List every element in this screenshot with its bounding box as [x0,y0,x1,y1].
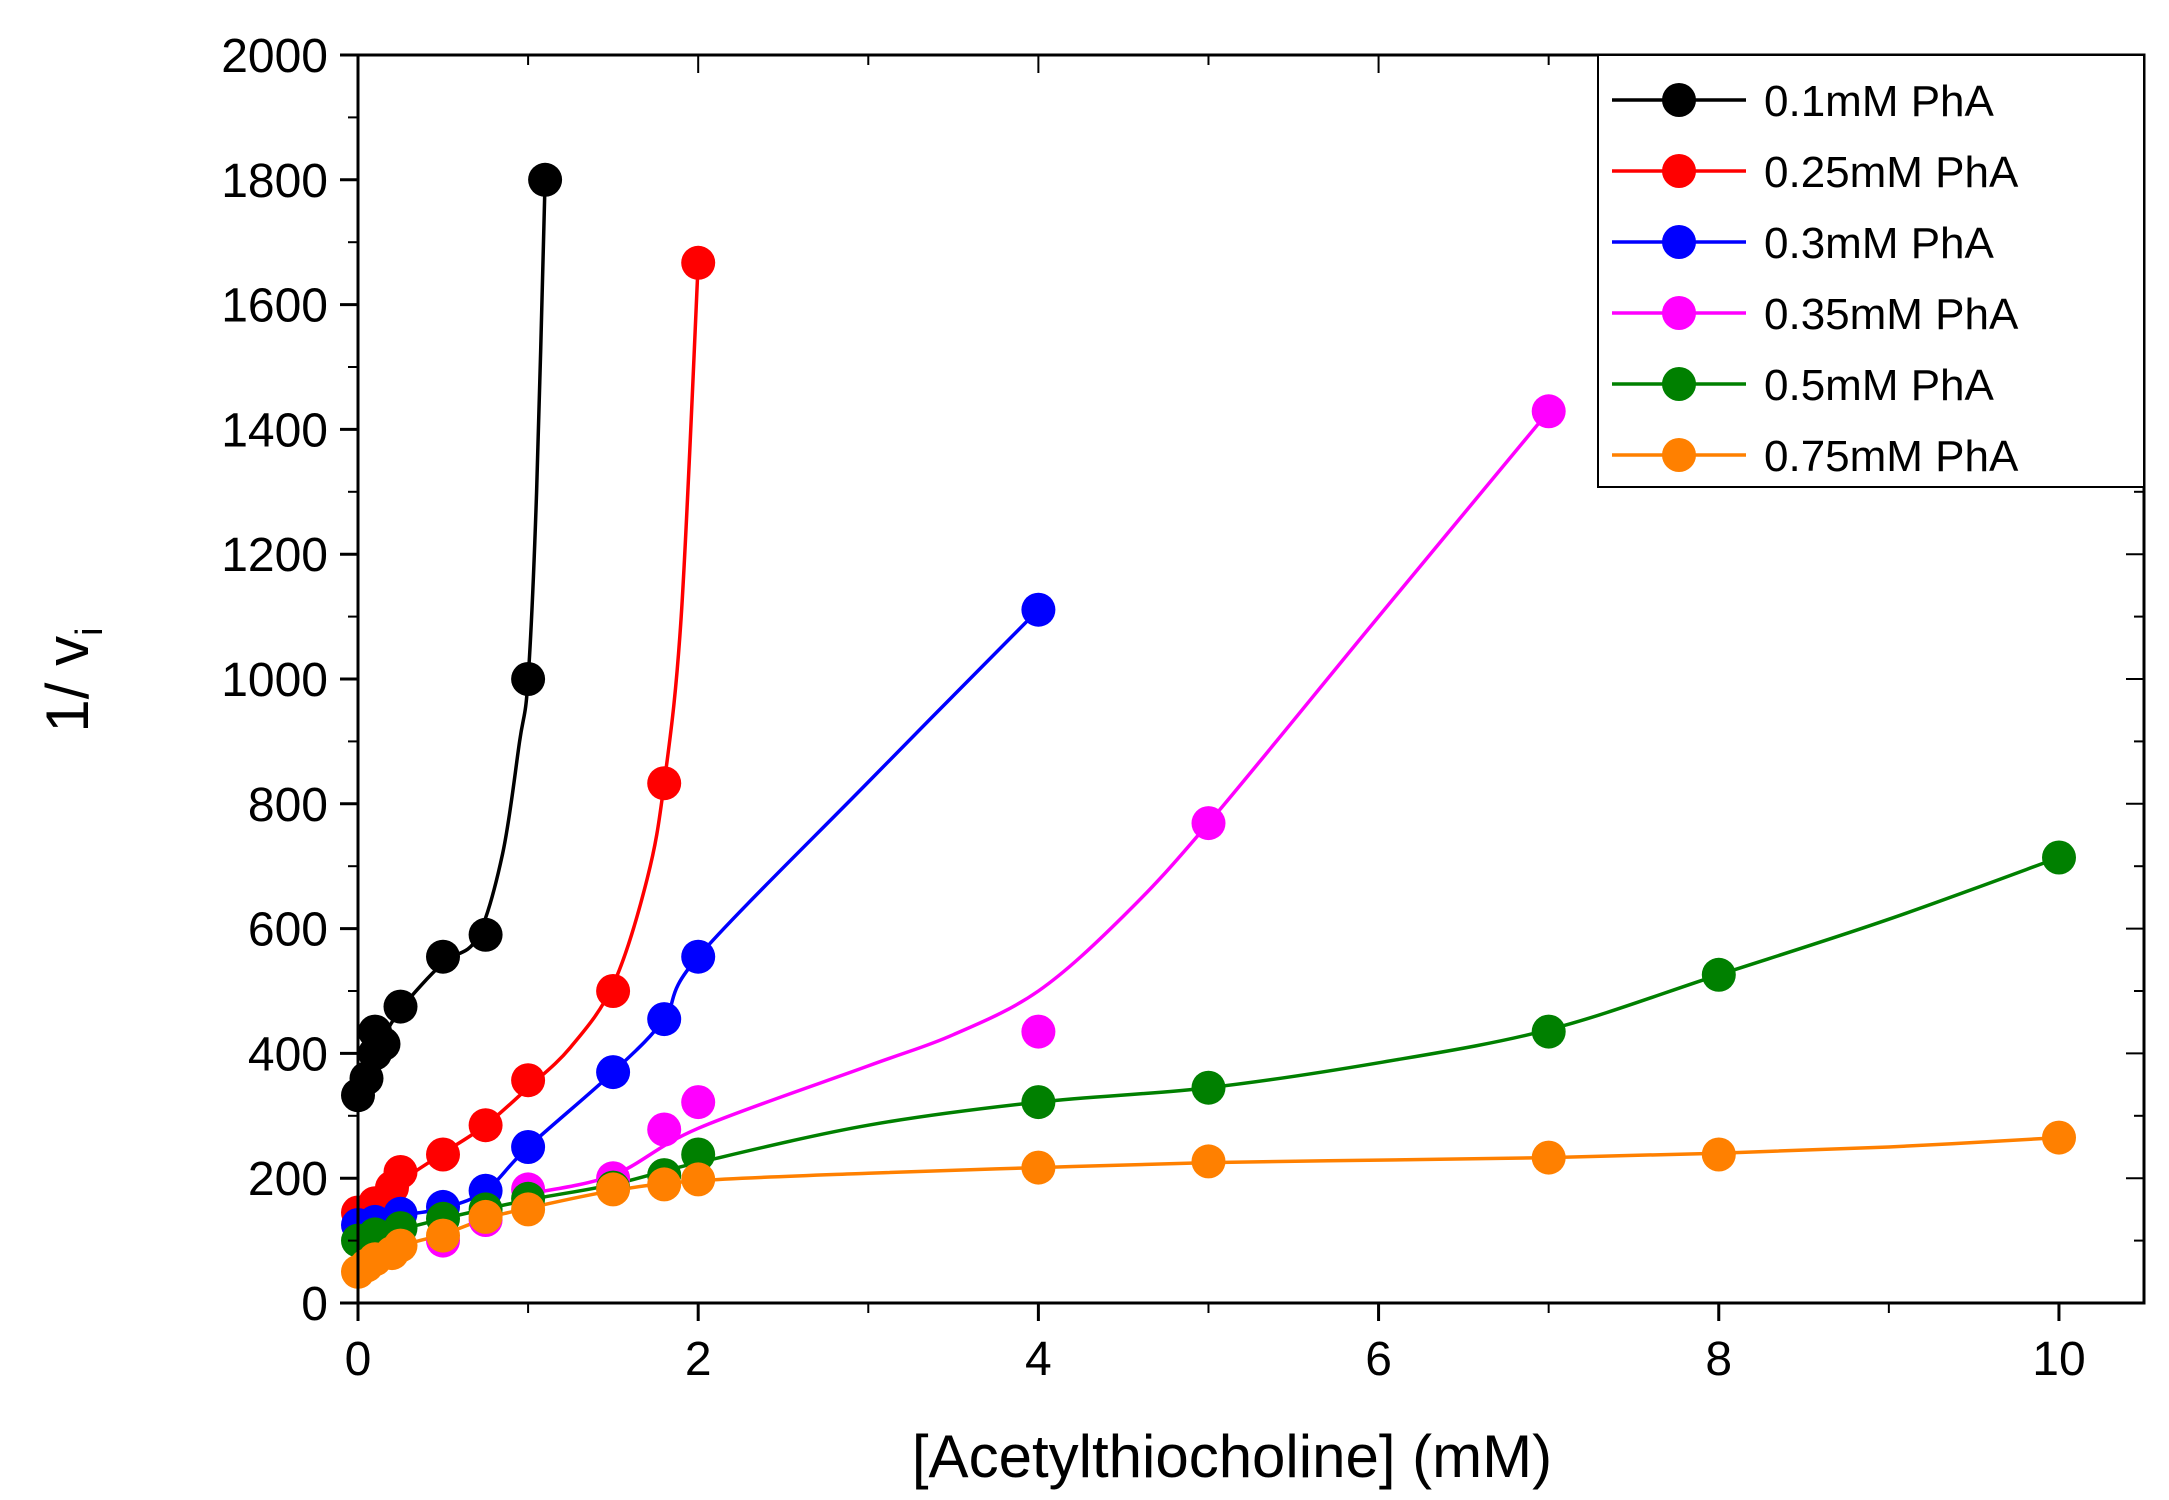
data-point-0-25mm-pha [596,974,631,1008]
data-point-0-75mm-pha [1701,1137,1736,1172]
data-point-0-3mm-pha [1021,592,1056,627]
y-axis-title-main: 1/ v [34,636,101,733]
legend-marker-0-35mm-pha [1662,296,1696,330]
data-point-0-25mm-pha [383,1155,418,1189]
legend-label-0-25mm-pha: 0.25mM PhA [1764,148,2019,197]
y-tick-label: 0 [301,1278,328,1331]
y-tick-label: 1200 [221,529,328,582]
data-point-0-35mm-pha [681,1085,716,1120]
x-tick-label: 2 [685,1333,712,1386]
data-point-0-1mm-pha [528,162,563,197]
data-point-0-35mm-pha [1531,394,1566,429]
data-point-0-5mm-pha [1021,1085,1056,1120]
y-tick-label: 1600 [221,280,328,333]
data-point-0-75mm-pha [511,1192,546,1227]
data-point-0-1mm-pha [366,1027,401,1061]
data-point-0-75mm-pha [2042,1120,2076,1155]
y-tick-label: 1400 [221,404,328,457]
data-point-0-5mm-pha [2042,840,2076,875]
data-point-0-3mm-pha [681,939,716,974]
x-axis-ticks: 0 2 4 6 8 10 [345,55,2086,1386]
data-point-0-35mm-pha [1021,1014,1056,1049]
y-axis-title-subscript: i [69,627,111,635]
y-axis-title: 1/ vi [34,627,111,732]
data-point-0-35mm-pha [647,1112,682,1147]
data-point-0-35mm-pha [1191,806,1226,841]
y-tick-label: 1800 [221,155,328,208]
legend-label-0-75mm-pha: 0.75mM PhA [1764,432,2019,481]
x-tick-label: 4 [1025,1333,1052,1386]
series-markers [341,162,2076,1289]
data-point-0-25mm-pha [511,1063,546,1098]
data-point-0-75mm-pha [647,1167,682,1202]
legend-label-0-35mm-pha: 0.35mM PhA [1764,290,2019,339]
data-point-0-3mm-pha [596,1055,631,1090]
data-point-0-5mm-pha [1531,1014,1566,1049]
data-point-0-5mm-pha [681,1137,716,1172]
data-point-0-25mm-pha [468,1108,503,1143]
y-tick-label: 200 [248,1153,328,1206]
legend-marker-0-75mm-pha [1662,438,1696,472]
data-point-0-75mm-pha [681,1162,716,1197]
legend-label-0-1mm-pha: 0.1mM PhA [1764,77,1995,126]
data-point-0-1mm-pha [426,939,460,974]
x-tick-label: 10 [2032,1333,2085,1386]
y-tick-label: 800 [248,779,328,832]
y-tick-label: 600 [248,904,328,957]
y-tick-label: 400 [248,1028,328,1081]
y-axis-title-group: 1/ vi [34,627,111,732]
series-line-0-5mm-pha [358,855,2060,1243]
data-point-0-75mm-pha [1021,1150,1056,1185]
data-point-0-75mm-pha [1531,1140,1566,1175]
x-tick-label: 8 [1705,1333,1732,1386]
data-point-0-5mm-pha [1191,1070,1226,1105]
y-tick-label: 2000 [221,30,328,83]
data-point-0-1mm-pha [383,989,418,1024]
x-tick-label: 0 [345,1333,372,1386]
legend-label-0-5mm-pha: 0.5mM PhA [1764,361,1995,410]
data-point-0-25mm-pha [426,1137,460,1172]
y-axis-ticks: 0 200 400 600 800 1000 1200 1400 1600 1800 2000 [221,30,2144,1331]
legend-marker-0-1mm-pha [1662,83,1696,117]
data-point-0-25mm-pha [647,766,682,801]
data-point-0-1mm-pha [511,662,546,696]
legend-marker-0-3mm-pha [1662,225,1696,259]
x-axis-title: [Acetylthiocholine] (mM) [912,1423,1552,1490]
legend-label-0-3mm-pha: 0.3mM PhA [1764,219,1995,268]
data-point-0-75mm-pha [426,1218,460,1253]
legend-marker-0-25mm-pha [1662,154,1696,188]
x-tick-label: 6 [1365,1333,1392,1386]
y-tick-label: 1000 [221,654,328,707]
data-point-0-3mm-pha [647,1002,682,1037]
data-point-0-75mm-pha [596,1172,631,1207]
series-line-0-35mm-pha [527,410,1551,1196]
legend-marker-0-5mm-pha [1662,367,1696,401]
data-point-0-75mm-pha [1191,1144,1226,1179]
data-point-0-25mm-pha [681,245,716,280]
data-point-0-3mm-pha [511,1130,546,1164]
data-point-0-75mm-pha [383,1228,418,1263]
data-point-0-5mm-pha [1701,957,1736,992]
legend: 0.1mM PhA 0.25mM PhA 0.3mM PhA 0.35mM PhA 0.… [1597,54,2145,488]
data-point-0-75mm-pha [468,1199,503,1234]
data-point-0-1mm-pha [468,917,503,952]
legend-box [1597,54,2145,488]
